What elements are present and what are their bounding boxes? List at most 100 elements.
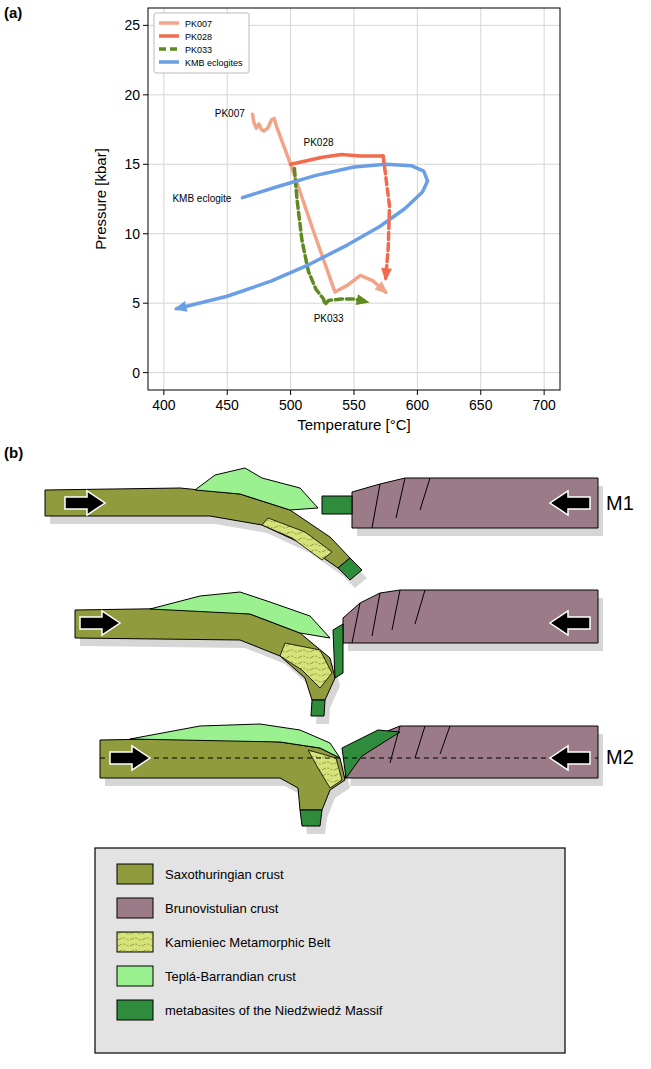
cross-section: M1 <box>45 468 634 588</box>
legend-swatch <box>117 932 153 952</box>
grid-line <box>148 94 560 95</box>
annotation: PK033 <box>314 313 344 324</box>
annotation: PK007 <box>215 108 245 119</box>
series-group <box>174 114 428 311</box>
tick <box>290 390 291 395</box>
diagram-legend: Saxothuringian crust Brunovistulian crust… <box>95 848 565 1053</box>
legend-swatch <box>159 60 179 64</box>
tick-label: 500 <box>279 397 303 413</box>
legend-label: Teplá-Barrandian crust <box>165 969 296 984</box>
panel-label: (a) <box>4 4 22 21</box>
legend-swatch <box>159 47 179 51</box>
arrowhead <box>356 294 370 305</box>
grid-line <box>544 8 545 390</box>
tick <box>143 25 148 26</box>
metabasite <box>322 496 352 514</box>
legend-swatch <box>117 864 153 884</box>
metabasite <box>342 730 400 778</box>
motion-arrow <box>550 491 590 515</box>
axis-title: Pressure [kbar] <box>92 148 109 250</box>
legend-label: PK033 <box>185 45 212 55</box>
tick <box>143 233 148 234</box>
metabasite <box>333 624 343 678</box>
stage-label: M1 <box>606 492 634 514</box>
figure: (a)4004505005506006507000510152025Temper… <box>0 0 651 1069</box>
tepla-barrandian-crust <box>130 724 340 758</box>
legend-label: metabasites of the Niedźwiedź Massif <box>165 1003 383 1018</box>
tick-label: 5 <box>132 295 140 311</box>
motion-arrow <box>550 746 590 770</box>
brunovistulian-crust <box>343 590 598 643</box>
legend-swatch <box>117 1000 153 1020</box>
tepla-barrandian-crust <box>195 468 318 510</box>
thrust <box>415 726 425 758</box>
tick-label: 450 <box>216 397 240 413</box>
tick <box>163 390 164 395</box>
series-line <box>291 155 384 165</box>
grid-line <box>148 372 560 373</box>
tick <box>143 164 148 165</box>
tick <box>417 390 418 395</box>
kamieniec-belt <box>280 643 332 688</box>
metabasite <box>338 558 362 580</box>
legend-label: Saxothuringian crust <box>165 867 284 882</box>
annotation: PK028 <box>303 137 333 148</box>
tick <box>143 94 148 95</box>
plot-frame <box>148 8 560 390</box>
tick-label: 20 <box>124 87 140 103</box>
metabasite <box>311 700 325 716</box>
thrust <box>372 484 380 528</box>
tick-label: 10 <box>124 226 140 242</box>
metabasite <box>300 810 322 826</box>
arrowhead <box>174 301 188 312</box>
legend-label: PK028 <box>185 32 212 42</box>
brunovistulian-crust <box>352 478 598 528</box>
thrust <box>372 593 380 636</box>
thrust <box>440 726 450 754</box>
legend-box <box>95 848 565 1053</box>
legend-label: KMB eclogites <box>185 58 243 68</box>
stage-label: M2 <box>606 746 634 768</box>
series-line <box>253 114 373 292</box>
annotation: KMB eclogite <box>172 193 231 204</box>
tick-label: 400 <box>152 397 176 413</box>
thrust <box>352 603 360 643</box>
legend-label: Kamieniec Metamorphic Belt <box>165 935 331 950</box>
reference-level <box>100 758 598 759</box>
saxothuringian-crust <box>100 738 345 810</box>
panel-label: (b) <box>4 444 23 461</box>
tick <box>480 390 481 395</box>
motion-arrow <box>80 611 120 635</box>
tick-label: 15 <box>124 156 140 172</box>
legend-box <box>154 13 249 73</box>
legend-swatch <box>117 966 153 986</box>
cross-section <box>75 590 603 724</box>
grid-line <box>148 233 560 234</box>
legend-swatch <box>159 34 179 38</box>
motion-arrow <box>65 491 105 515</box>
tick-label: 0 <box>132 365 140 381</box>
tick <box>143 372 148 373</box>
tick <box>544 390 545 395</box>
thrust <box>420 478 430 510</box>
arrowhead <box>375 281 388 294</box>
grid <box>148 8 560 390</box>
legend-label: Brunovistulian crust <box>165 901 279 916</box>
grid-line <box>480 8 481 390</box>
legend: PK007PK028PK033KMB eclogites <box>154 13 249 73</box>
grid-line <box>148 164 560 165</box>
tepla-barrandian-crust <box>150 592 330 638</box>
tick-label: 700 <box>532 397 556 413</box>
grid-line <box>148 303 560 304</box>
cross-section: M2 <box>100 724 634 834</box>
motion-arrow <box>550 611 590 635</box>
series-line <box>383 156 389 278</box>
legend-swatch <box>159 21 179 25</box>
motion-arrow <box>110 746 150 770</box>
grid-line <box>354 8 355 390</box>
thrust <box>396 478 405 518</box>
thrust <box>392 590 400 630</box>
arrowhead <box>381 268 392 281</box>
tick-label: 550 <box>342 397 366 413</box>
tick-label: 600 <box>406 397 430 413</box>
